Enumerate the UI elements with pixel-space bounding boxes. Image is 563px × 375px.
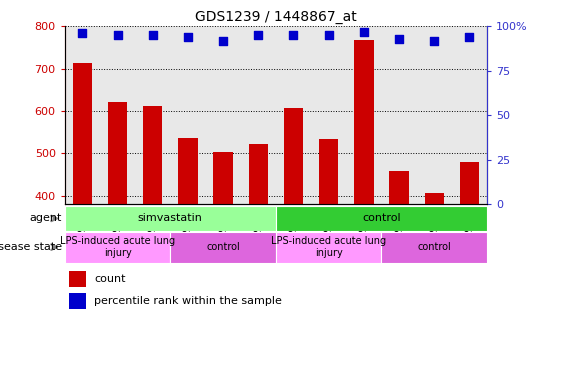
Text: count: count: [95, 274, 126, 284]
Point: [113, 32, 122, 38]
Point: [254, 32, 263, 38]
Bar: [319, 140, 338, 204]
Point: [289, 32, 298, 38]
Bar: [249, 144, 268, 204]
Text: control: control: [206, 242, 240, 252]
Bar: [65, 206, 276, 231]
Bar: [276, 232, 382, 262]
Bar: [69, 271, 86, 286]
Bar: [108, 102, 127, 204]
Point: [148, 32, 157, 38]
Bar: [178, 138, 198, 204]
Text: control: control: [362, 213, 401, 223]
Point: [324, 32, 333, 38]
Point: [359, 28, 368, 34]
Text: disease state: disease state: [0, 242, 62, 252]
Text: LPS-induced acute lung
injury: LPS-induced acute lung injury: [60, 236, 175, 258]
Point: [430, 38, 439, 44]
Bar: [171, 232, 276, 262]
Text: LPS-induced acute lung
injury: LPS-induced acute lung injury: [271, 236, 386, 258]
Bar: [73, 63, 92, 204]
Point: [184, 34, 193, 40]
Text: control: control: [417, 242, 451, 252]
Bar: [143, 106, 162, 204]
Bar: [354, 40, 373, 204]
Bar: [276, 206, 487, 231]
Bar: [425, 192, 444, 204]
Bar: [284, 108, 303, 204]
Text: percentile rank within the sample: percentile rank within the sample: [95, 296, 282, 306]
Point: [78, 30, 87, 36]
Bar: [460, 162, 479, 204]
Point: [218, 38, 227, 44]
Bar: [213, 152, 233, 204]
Text: agent: agent: [29, 213, 62, 223]
Text: simvastatin: simvastatin: [138, 213, 203, 223]
Point: [395, 36, 404, 42]
Bar: [382, 232, 487, 262]
Bar: [69, 293, 86, 309]
Point: [465, 34, 474, 40]
Bar: [65, 232, 171, 262]
Title: GDS1239 / 1448867_at: GDS1239 / 1448867_at: [195, 10, 357, 24]
Bar: [390, 171, 409, 204]
